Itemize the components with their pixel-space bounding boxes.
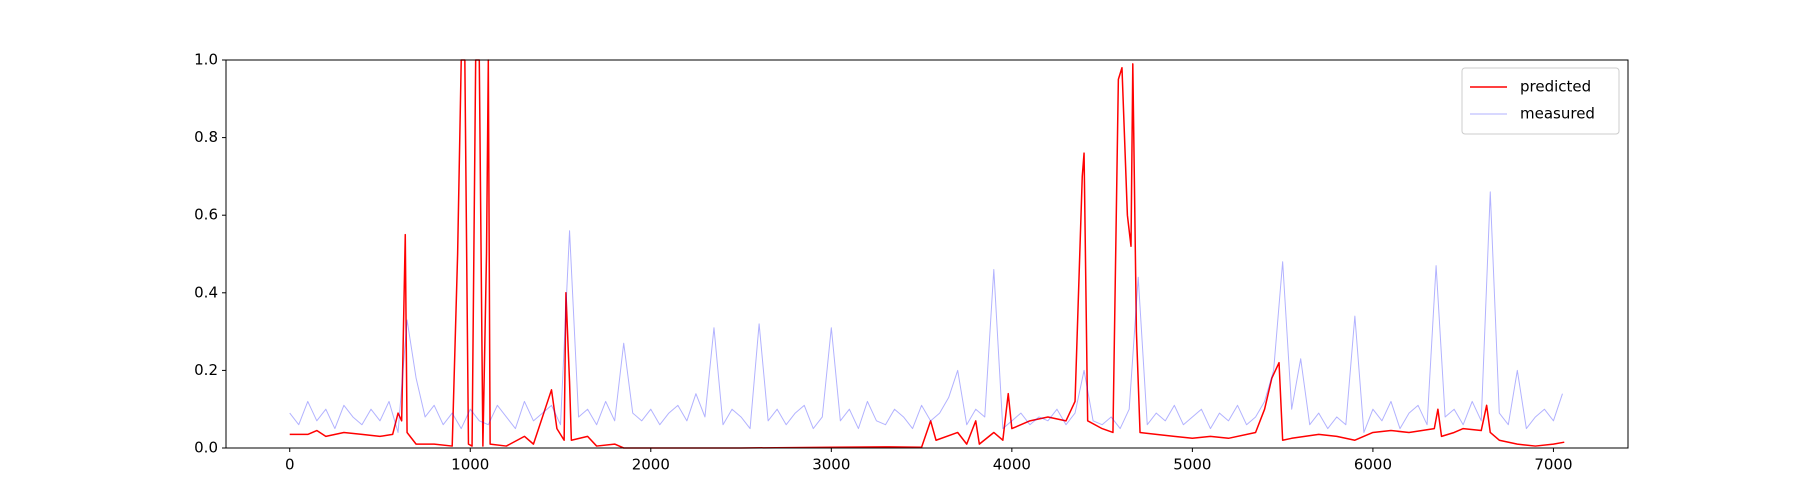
y-tick-label: 0.2 (194, 361, 218, 379)
y-tick-label: 0.4 (194, 283, 218, 301)
x-tick-label: 0 (285, 456, 295, 474)
x-tick-label: 2000 (632, 456, 670, 474)
series-line (289, 191, 1563, 433)
x-tick-label: 6000 (1354, 456, 1392, 474)
x-tick-label: 4000 (993, 456, 1031, 474)
x-tick-label: 1000 (451, 456, 489, 474)
x-tick-label: 7000 (1534, 456, 1572, 474)
y-tick-label: 0.0 (194, 439, 218, 457)
y-tick-label: 1.0 (194, 51, 218, 69)
legend-label: predicted (1520, 78, 1591, 96)
x-tick-label: 3000 (812, 456, 850, 474)
y-tick-label: 0.8 (194, 128, 218, 146)
plot-area (289, 59, 1565, 449)
axes-frame (225, 59, 1629, 449)
legend-box (1461, 67, 1620, 135)
series-line (289, 59, 1565, 449)
legend-label: measured (1520, 105, 1595, 123)
y-tick-label: 0.6 (194, 206, 218, 224)
x-tick-label: 5000 (1173, 456, 1211, 474)
